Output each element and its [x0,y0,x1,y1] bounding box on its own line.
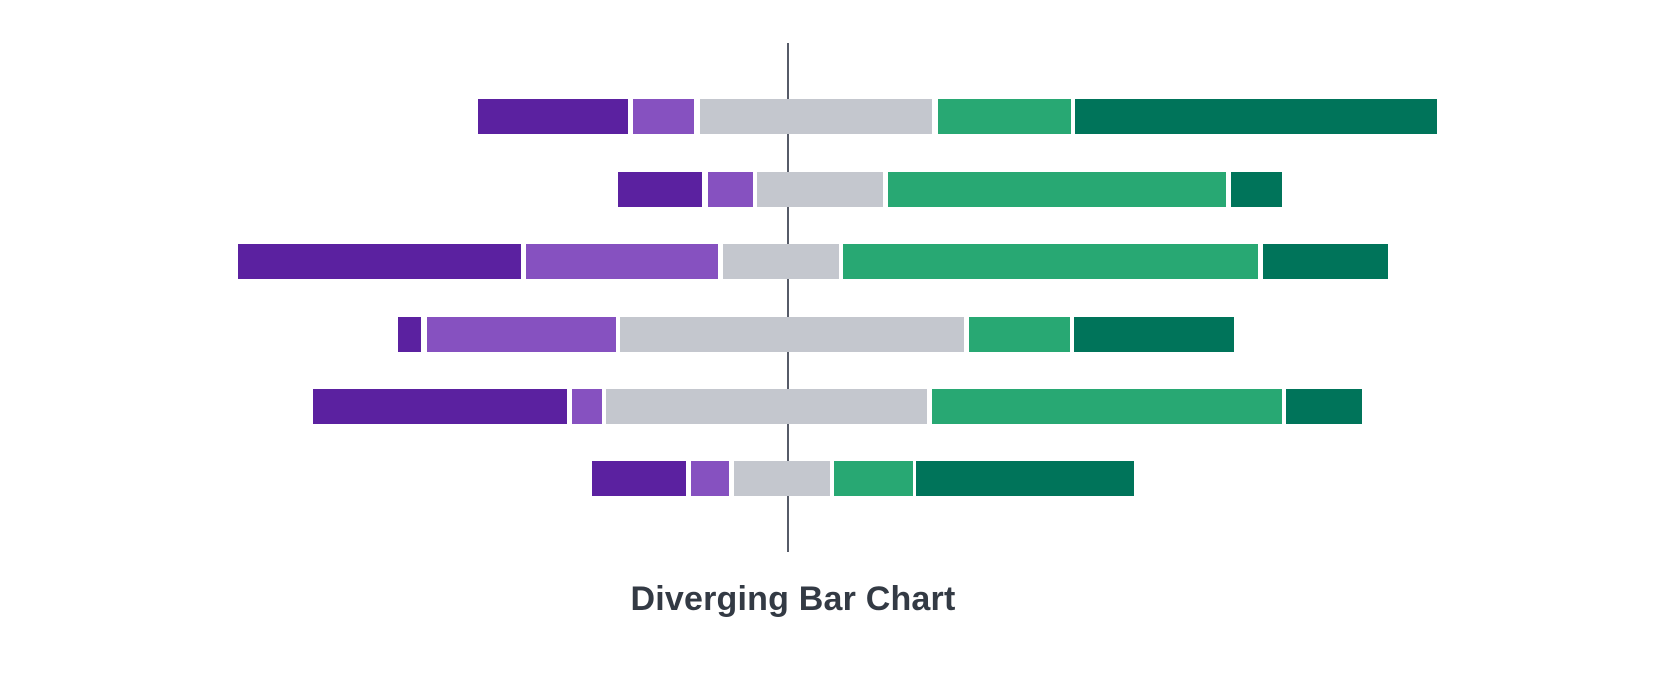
bar-segment-green-light [938,99,1071,134]
bar-segment-purple-light [572,389,602,424]
axis-center-line [786,43,790,552]
bar-segment-purple-light [633,99,694,134]
bar-segment-green-dark [1263,244,1388,279]
bar-segment-purple-dark [238,244,521,279]
bar-segment-purple-dark [618,172,702,207]
bar-segment-purple-dark [478,99,628,134]
bar-segment-purple-dark [313,389,567,424]
bar-segment-purple-light [691,461,729,496]
bar-segment-purple-light [427,317,616,352]
bar-segment-purple-light [708,172,753,207]
chart-title: Diverging Bar Chart [630,580,956,618]
bar-segment-green-light [834,461,913,496]
bar-segment-purple-dark [592,461,686,496]
bar-segment-green-dark [1075,99,1437,134]
bar-segment-green-dark [1231,172,1282,207]
bar-segment-gray-neutral [700,99,932,134]
bar-segment-gray-neutral [757,172,883,207]
bar-segment-green-dark [1074,317,1234,352]
bar-segment-green-dark [1286,389,1362,424]
bar-segment-gray-neutral [734,461,830,496]
bar-segment-purple-light [526,244,718,279]
bar-segment-purple-dark [398,317,421,352]
bar-segment-green-light [843,244,1258,279]
bar-segment-gray-neutral [620,317,964,352]
bar-segment-gray-neutral [606,389,927,424]
bar-segment-green-light [932,389,1282,424]
bar-segment-green-light [888,172,1226,207]
bar-segment-green-light [969,317,1070,352]
bar-segment-green-dark [916,461,1134,496]
bar-segment-gray-neutral [723,244,839,279]
